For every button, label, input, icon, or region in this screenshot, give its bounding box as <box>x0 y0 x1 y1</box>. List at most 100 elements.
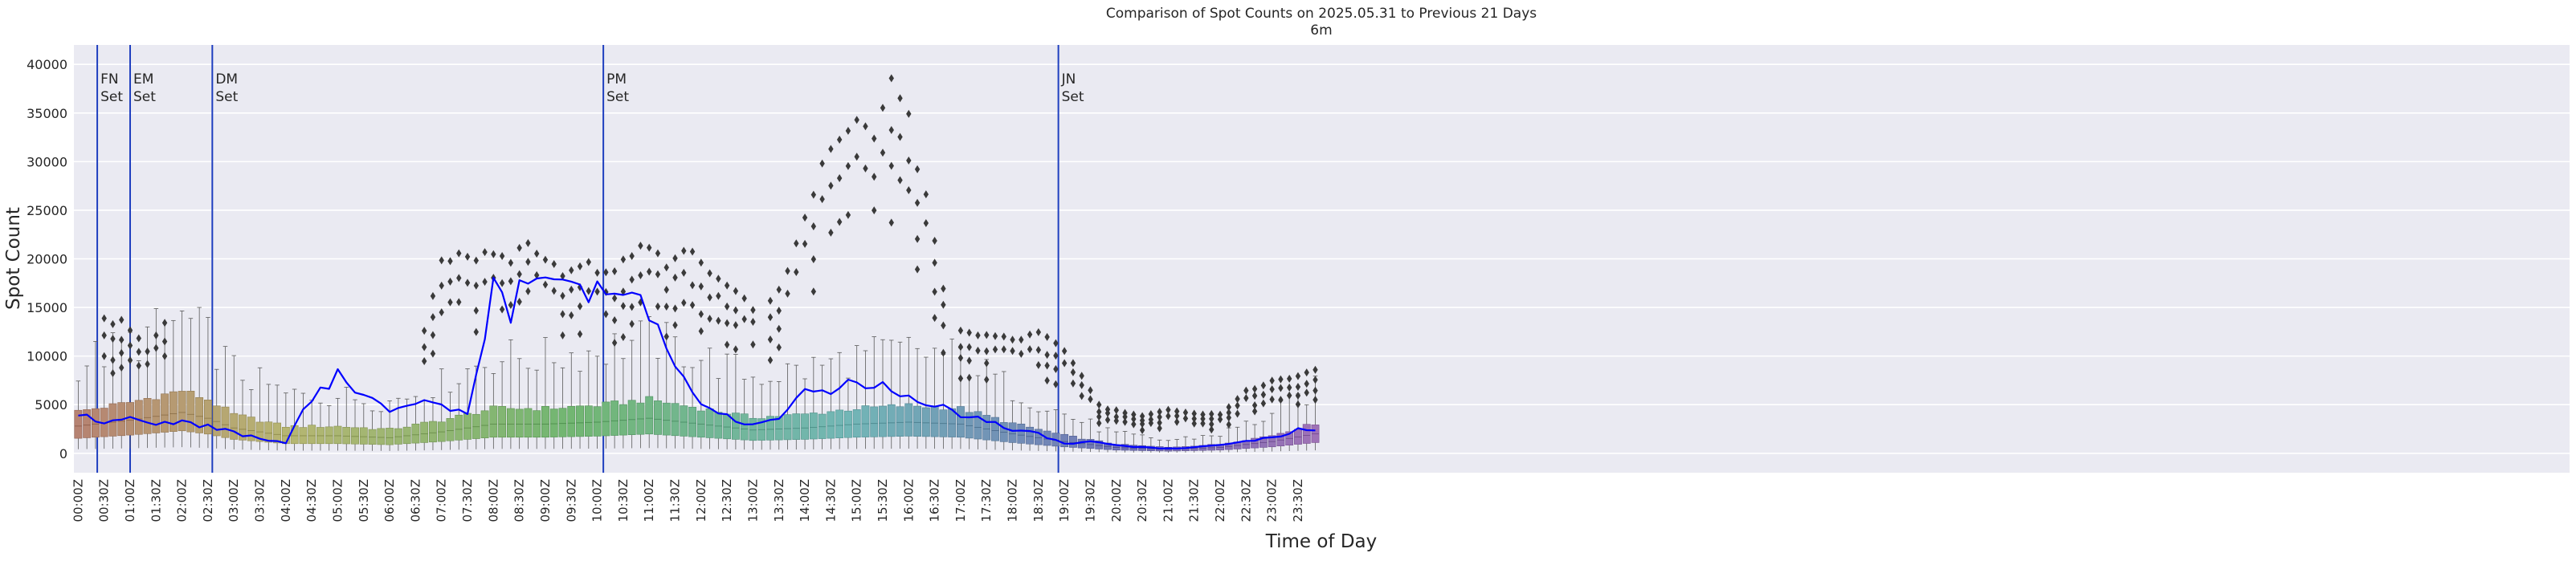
box <box>264 421 273 443</box>
box <box>463 413 472 440</box>
outlier-point <box>733 345 739 354</box>
outlier-point <box>1209 409 1215 418</box>
outlier-point <box>569 266 574 274</box>
outlier-point <box>161 337 168 346</box>
outlier-point <box>681 268 687 277</box>
box <box>645 396 654 435</box>
outlier-point <box>560 331 565 339</box>
outlier-point <box>1001 345 1006 354</box>
x-tick-label: 03:30Z <box>253 479 267 522</box>
outlier-point <box>836 136 843 144</box>
outlier-point <box>439 256 444 265</box>
outlier-point <box>629 275 635 284</box>
outlier-point <box>1053 364 1059 373</box>
outlier-point <box>872 134 877 143</box>
outlier-point <box>1235 395 1240 404</box>
outlier-point <box>499 305 505 314</box>
outlier-point <box>1278 375 1284 384</box>
box <box>506 408 515 438</box>
outlier-point <box>663 332 669 341</box>
outlier-point <box>716 274 721 283</box>
outlier-point <box>785 289 790 298</box>
outlier-point <box>716 316 721 325</box>
outlier-point <box>1019 349 1024 358</box>
box <box>783 414 792 441</box>
x-tick-label: 16:30Z <box>928 479 942 522</box>
outlier-point <box>845 210 851 219</box>
outlier-point <box>1251 407 1258 416</box>
box <box>515 409 524 438</box>
box <box>83 409 92 438</box>
box <box>896 406 904 437</box>
outlier-point <box>1251 401 1258 410</box>
outlier-point <box>1157 424 1162 433</box>
annotation-label: Set <box>133 89 156 105</box>
outlier-point <box>767 296 774 305</box>
annotation-label: JN <box>1061 71 1076 87</box>
outlier-point <box>647 243 652 252</box>
outlier-point <box>101 331 107 339</box>
outlier-point <box>1226 403 1231 412</box>
outlier-point <box>1286 391 1292 400</box>
outlier-point <box>629 303 635 311</box>
outlier-point <box>863 164 868 173</box>
outlier-point <box>1044 332 1050 341</box>
outlier-point <box>1269 384 1275 393</box>
outlier-point <box>421 343 427 352</box>
outlier-point <box>698 310 704 319</box>
outlier-point <box>957 343 964 352</box>
box <box>965 412 974 439</box>
x-tick-label: 10:00Z <box>590 479 605 522</box>
outlier-point <box>1200 414 1206 423</box>
outlier-point <box>516 270 522 278</box>
outlier-point <box>1226 409 1231 417</box>
box <box>870 406 879 437</box>
outlier-point <box>1010 335 1015 344</box>
outlier-point <box>499 278 505 287</box>
outlier-point <box>966 356 972 365</box>
outlier-point <box>1070 359 1076 368</box>
outlier-point <box>992 345 998 354</box>
box <box>420 421 429 443</box>
outlier-point <box>456 249 462 258</box>
outlier-point <box>1096 400 1102 409</box>
outlier-point <box>733 321 739 330</box>
outlier-point <box>888 126 894 135</box>
box <box>134 400 143 435</box>
box <box>325 426 333 445</box>
box <box>247 417 255 441</box>
outlier-point <box>1070 379 1076 388</box>
x-tick-label: 12:00Z <box>694 479 708 522</box>
outlier-point <box>119 348 125 357</box>
outlier-point <box>810 190 817 199</box>
outlier-point <box>594 268 600 277</box>
box <box>1302 424 1311 444</box>
outlier-point <box>785 266 790 275</box>
outlier-point <box>941 321 946 330</box>
outlier-point <box>611 294 618 303</box>
outlier-point <box>1131 410 1137 419</box>
x-tick-label: 05:30Z <box>357 479 371 522</box>
outlier-point <box>724 281 730 290</box>
box <box>204 400 212 435</box>
box <box>359 427 368 445</box>
outlier-point <box>663 303 669 311</box>
outlier-point <box>923 218 929 227</box>
outlier-point <box>1035 346 1042 355</box>
annotation-label: FN <box>100 71 119 87</box>
outlier-point <box>767 335 774 344</box>
x-tick-label: 07:30Z <box>460 479 475 522</box>
outlier-point <box>1235 401 1240 410</box>
x-tick-label: 18:00Z <box>1006 479 1020 522</box>
outlier-point <box>525 258 531 266</box>
outlier-point <box>542 280 549 289</box>
outlier-point <box>1139 412 1145 421</box>
outlier-point <box>802 239 808 248</box>
outlier-point <box>1166 405 1171 414</box>
outlier-point <box>1243 386 1249 395</box>
y-tick-label: 25000 <box>27 203 67 218</box>
outlier-point <box>689 281 696 290</box>
outlier-point <box>577 262 583 270</box>
box <box>221 406 230 438</box>
